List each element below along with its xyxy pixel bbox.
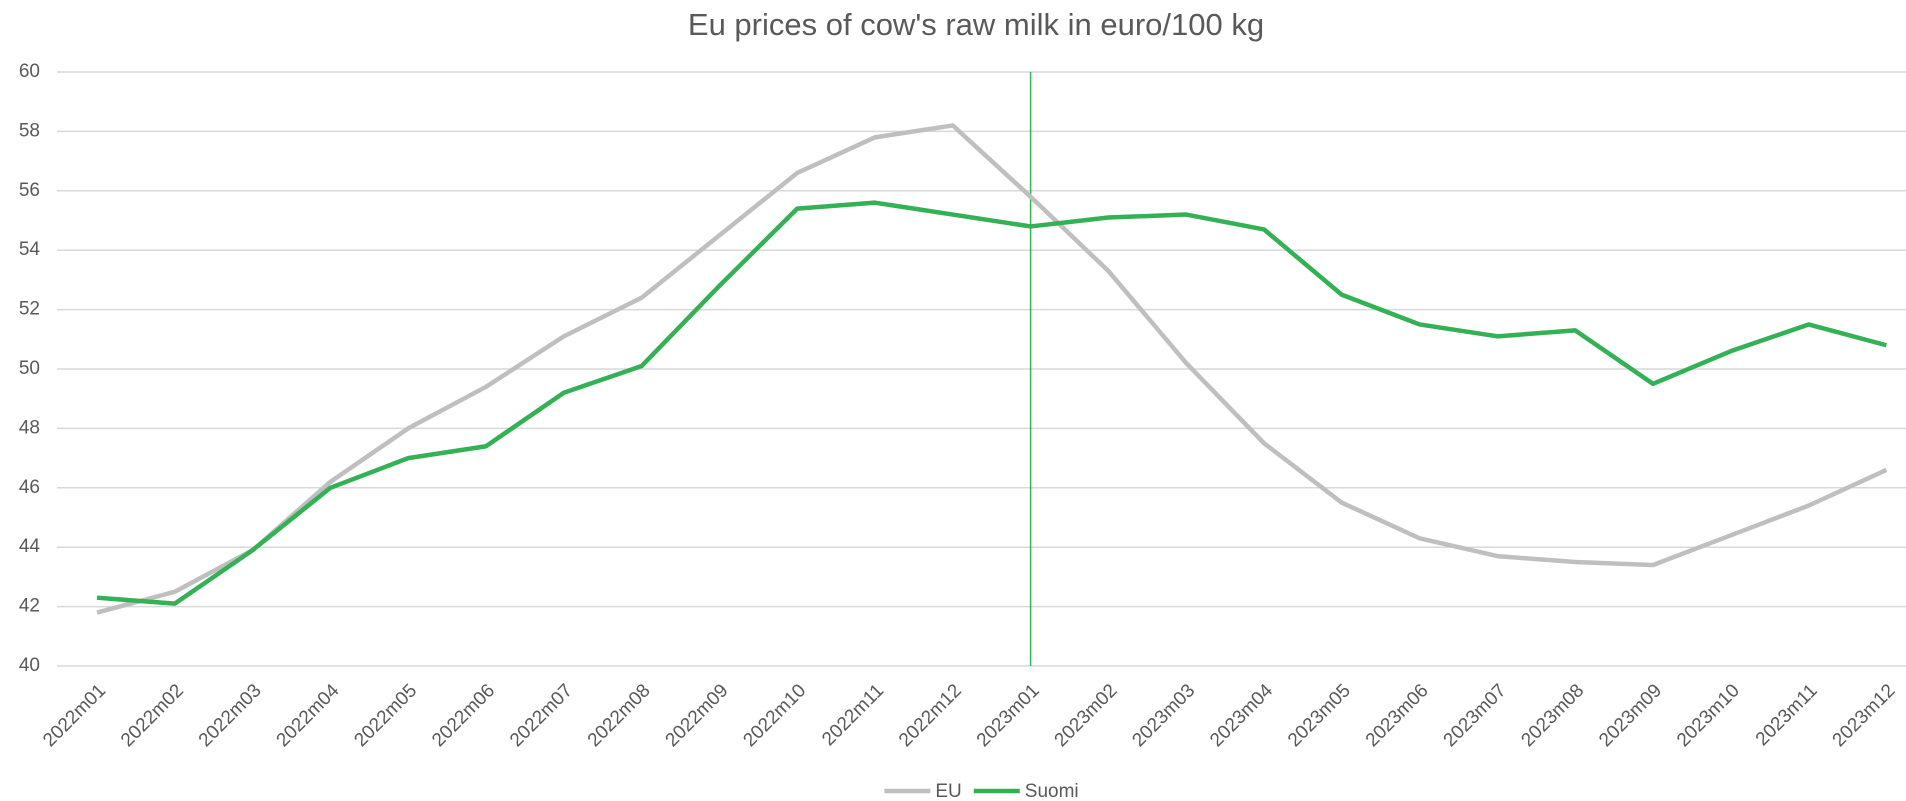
y-tick-label: 56 (19, 180, 40, 201)
y-tick-label: 48 (19, 417, 40, 438)
x-tick-label: 2022m09 (662, 680, 733, 751)
y-tick-label: 42 (19, 596, 40, 617)
x-tick-label: 2022m06 (428, 680, 499, 751)
x-tick-label: 2022m02 (117, 680, 188, 751)
legend: EU Suomi (884, 781, 1079, 801)
x-tick-label: 2023m01 (973, 680, 1044, 751)
x-tick-label: 2023m11 (1752, 680, 1822, 750)
x-tick-label: 2022m10 (739, 680, 810, 751)
y-tick-label: 54 (19, 239, 41, 260)
x-tick-label: 2023m08 (1517, 680, 1588, 751)
y-tick-label: 44 (19, 536, 41, 557)
x-tick-label: 2022m03 (195, 680, 266, 751)
x-tick-label: 2023m07 (1440, 680, 1511, 751)
y-tick-label: 60 (19, 61, 40, 82)
chart-title: Eu prices of cow's raw milk in euro/100 … (688, 7, 1264, 42)
x-tick-label: 2023m09 (1595, 680, 1666, 751)
x-tick-label: 2022m04 (273, 680, 344, 751)
x-tick-label: 2023m05 (1284, 680, 1355, 751)
x-tick-label: 2023m03 (1128, 680, 1199, 751)
legend-label: Suomi (1025, 781, 1079, 801)
x-tick-label: 2023m06 (1362, 680, 1433, 751)
x-tick-label: 2022m11 (818, 680, 888, 750)
x-tick-label: 2022m01 (39, 680, 110, 751)
series-line (96, 123, 1888, 615)
x-tick-label: 2022m07 (506, 680, 577, 751)
x-tick-label: 2023m04 (1206, 680, 1277, 751)
x-tick-label: 2023m02 (1051, 680, 1122, 751)
series-line (96, 200, 1887, 606)
y-tick-label: 46 (19, 477, 40, 498)
x-tick-label: 2022m12 (895, 680, 966, 751)
x-tick-label: 2022m05 (350, 680, 421, 751)
y-tick-label: 50 (19, 358, 40, 379)
x-tick-label: 2022m08 (584, 680, 655, 751)
legend-label: EU (935, 781, 961, 801)
x-tick-label: 2023m10 (1673, 680, 1744, 751)
y-tick-label: 58 (19, 120, 40, 141)
y-tick-label: 52 (19, 299, 40, 320)
x-tick-label: 2023m12 (1829, 680, 1900, 751)
y-tick-label: 40 (19, 655, 40, 676)
